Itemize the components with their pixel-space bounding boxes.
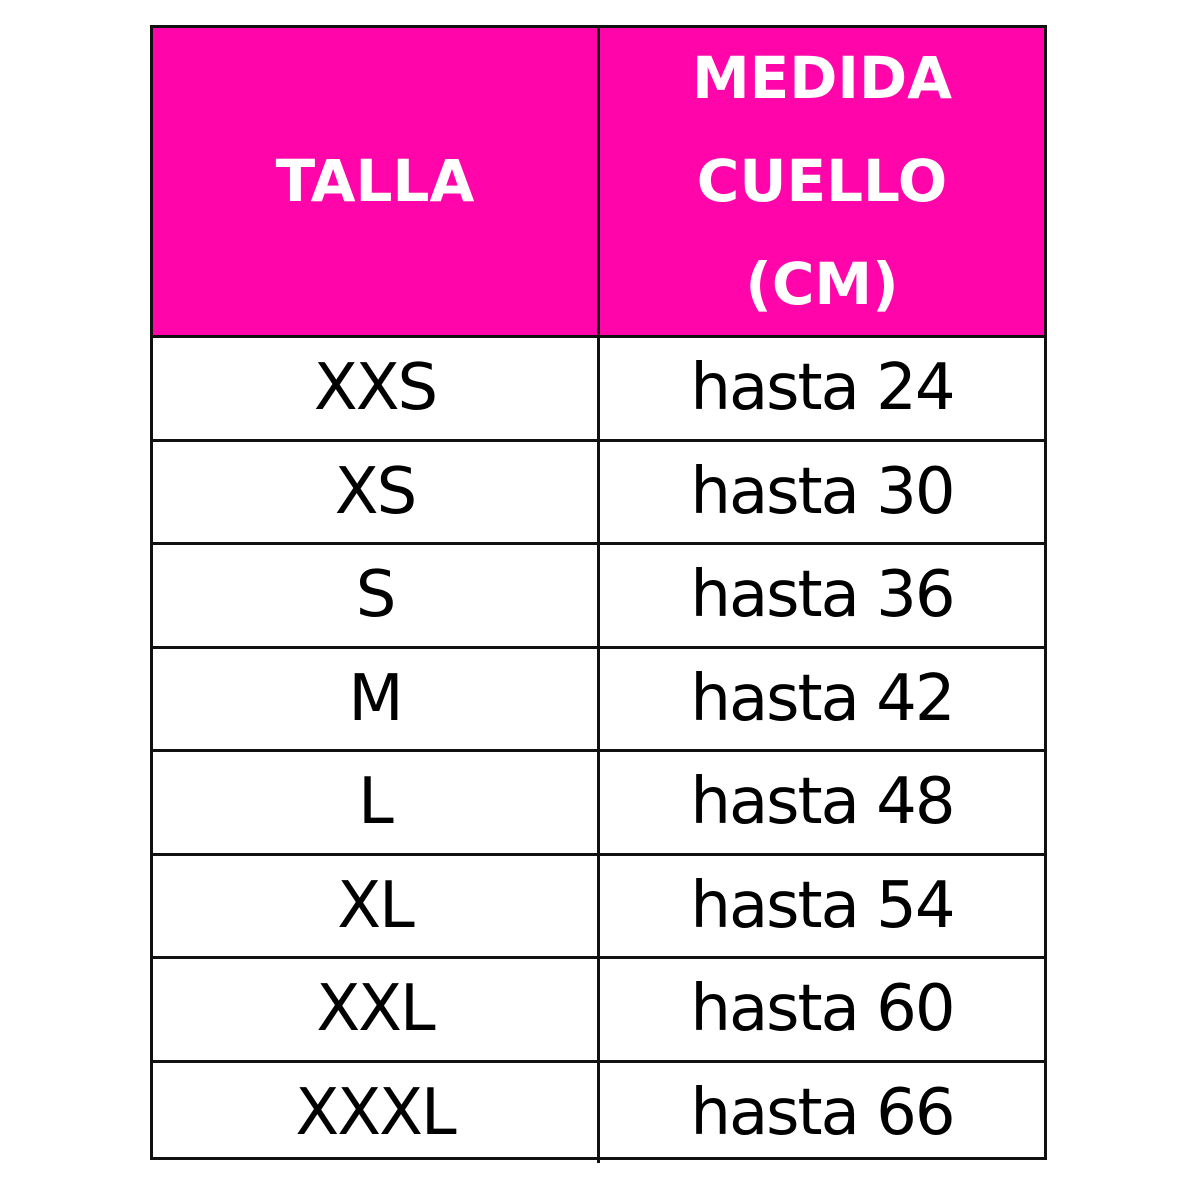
measure-cell: hasta 54 [690,868,955,943]
measure-cell: hasta 24 [690,351,955,426]
table-row: XXS hasta 24 [153,335,1044,439]
table-row: XXL hasta 60 [153,956,1044,1060]
header-line: CUELLO [696,147,948,215]
header-line: MEDIDA [691,44,953,112]
size-cell: L [153,752,600,853]
size-cell: XXXL [153,1062,600,1163]
measure-cell: hasta 36 [690,558,955,633]
size-cell: XS [153,441,600,542]
size-cell: XXL [153,959,600,1060]
size-cell: M [153,648,600,749]
table-row: XS hasta 30 [153,438,1044,542]
measure-cell: hasta 48 [690,765,955,840]
header-size: TALLA [153,28,600,335]
size-cell: XXS [153,338,600,439]
measure-cell: hasta 30 [690,454,955,529]
table-row: XXXL hasta 66 [153,1059,1044,1163]
size-cell: S [153,545,600,646]
measure-cell: hasta 60 [690,972,955,1047]
size-chart-table: TALLA MEDIDA CUELLO (CM) XXS hasta 24 XS ha… [150,25,1047,1163]
table-header-row: TALLA MEDIDA CUELLO (CM) [153,28,1044,335]
table-row: XL hasta 54 [153,852,1044,956]
header-neck-measure: MEDIDA CUELLO (CM) [600,28,1044,335]
measure-cell: hasta 42 [690,661,955,736]
header-line: (CM) [745,250,899,318]
measure-cell: hasta 66 [690,1075,955,1150]
size-cell: XL [153,855,600,956]
